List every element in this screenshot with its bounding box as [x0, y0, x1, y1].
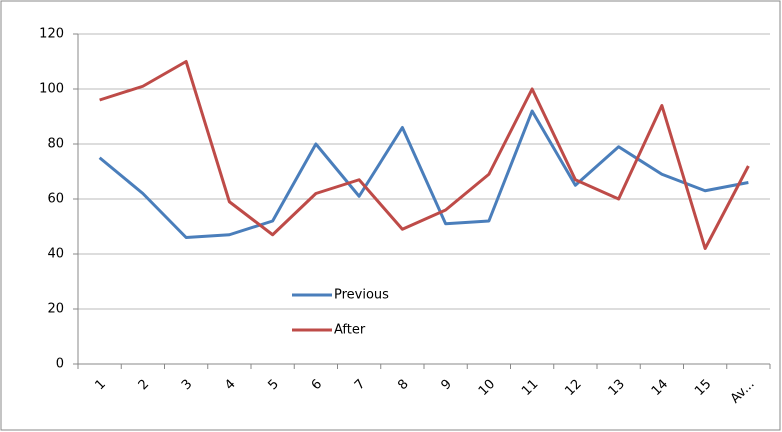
line-series — [98, 109, 749, 239]
legend-label: Previous — [334, 288, 389, 303]
y-tick-label: 40 — [47, 247, 64, 262]
y-tick-label: 60 — [47, 192, 64, 207]
y-tick-label: 80 — [47, 137, 64, 152]
legend-label: After — [334, 323, 366, 338]
y-tick-label: 120 — [39, 27, 64, 42]
y-tick-label: 20 — [47, 302, 64, 317]
y-tick-label: 0 — [56, 357, 64, 372]
y-tick-label: 100 — [39, 82, 64, 97]
line-series — [99, 60, 750, 250]
